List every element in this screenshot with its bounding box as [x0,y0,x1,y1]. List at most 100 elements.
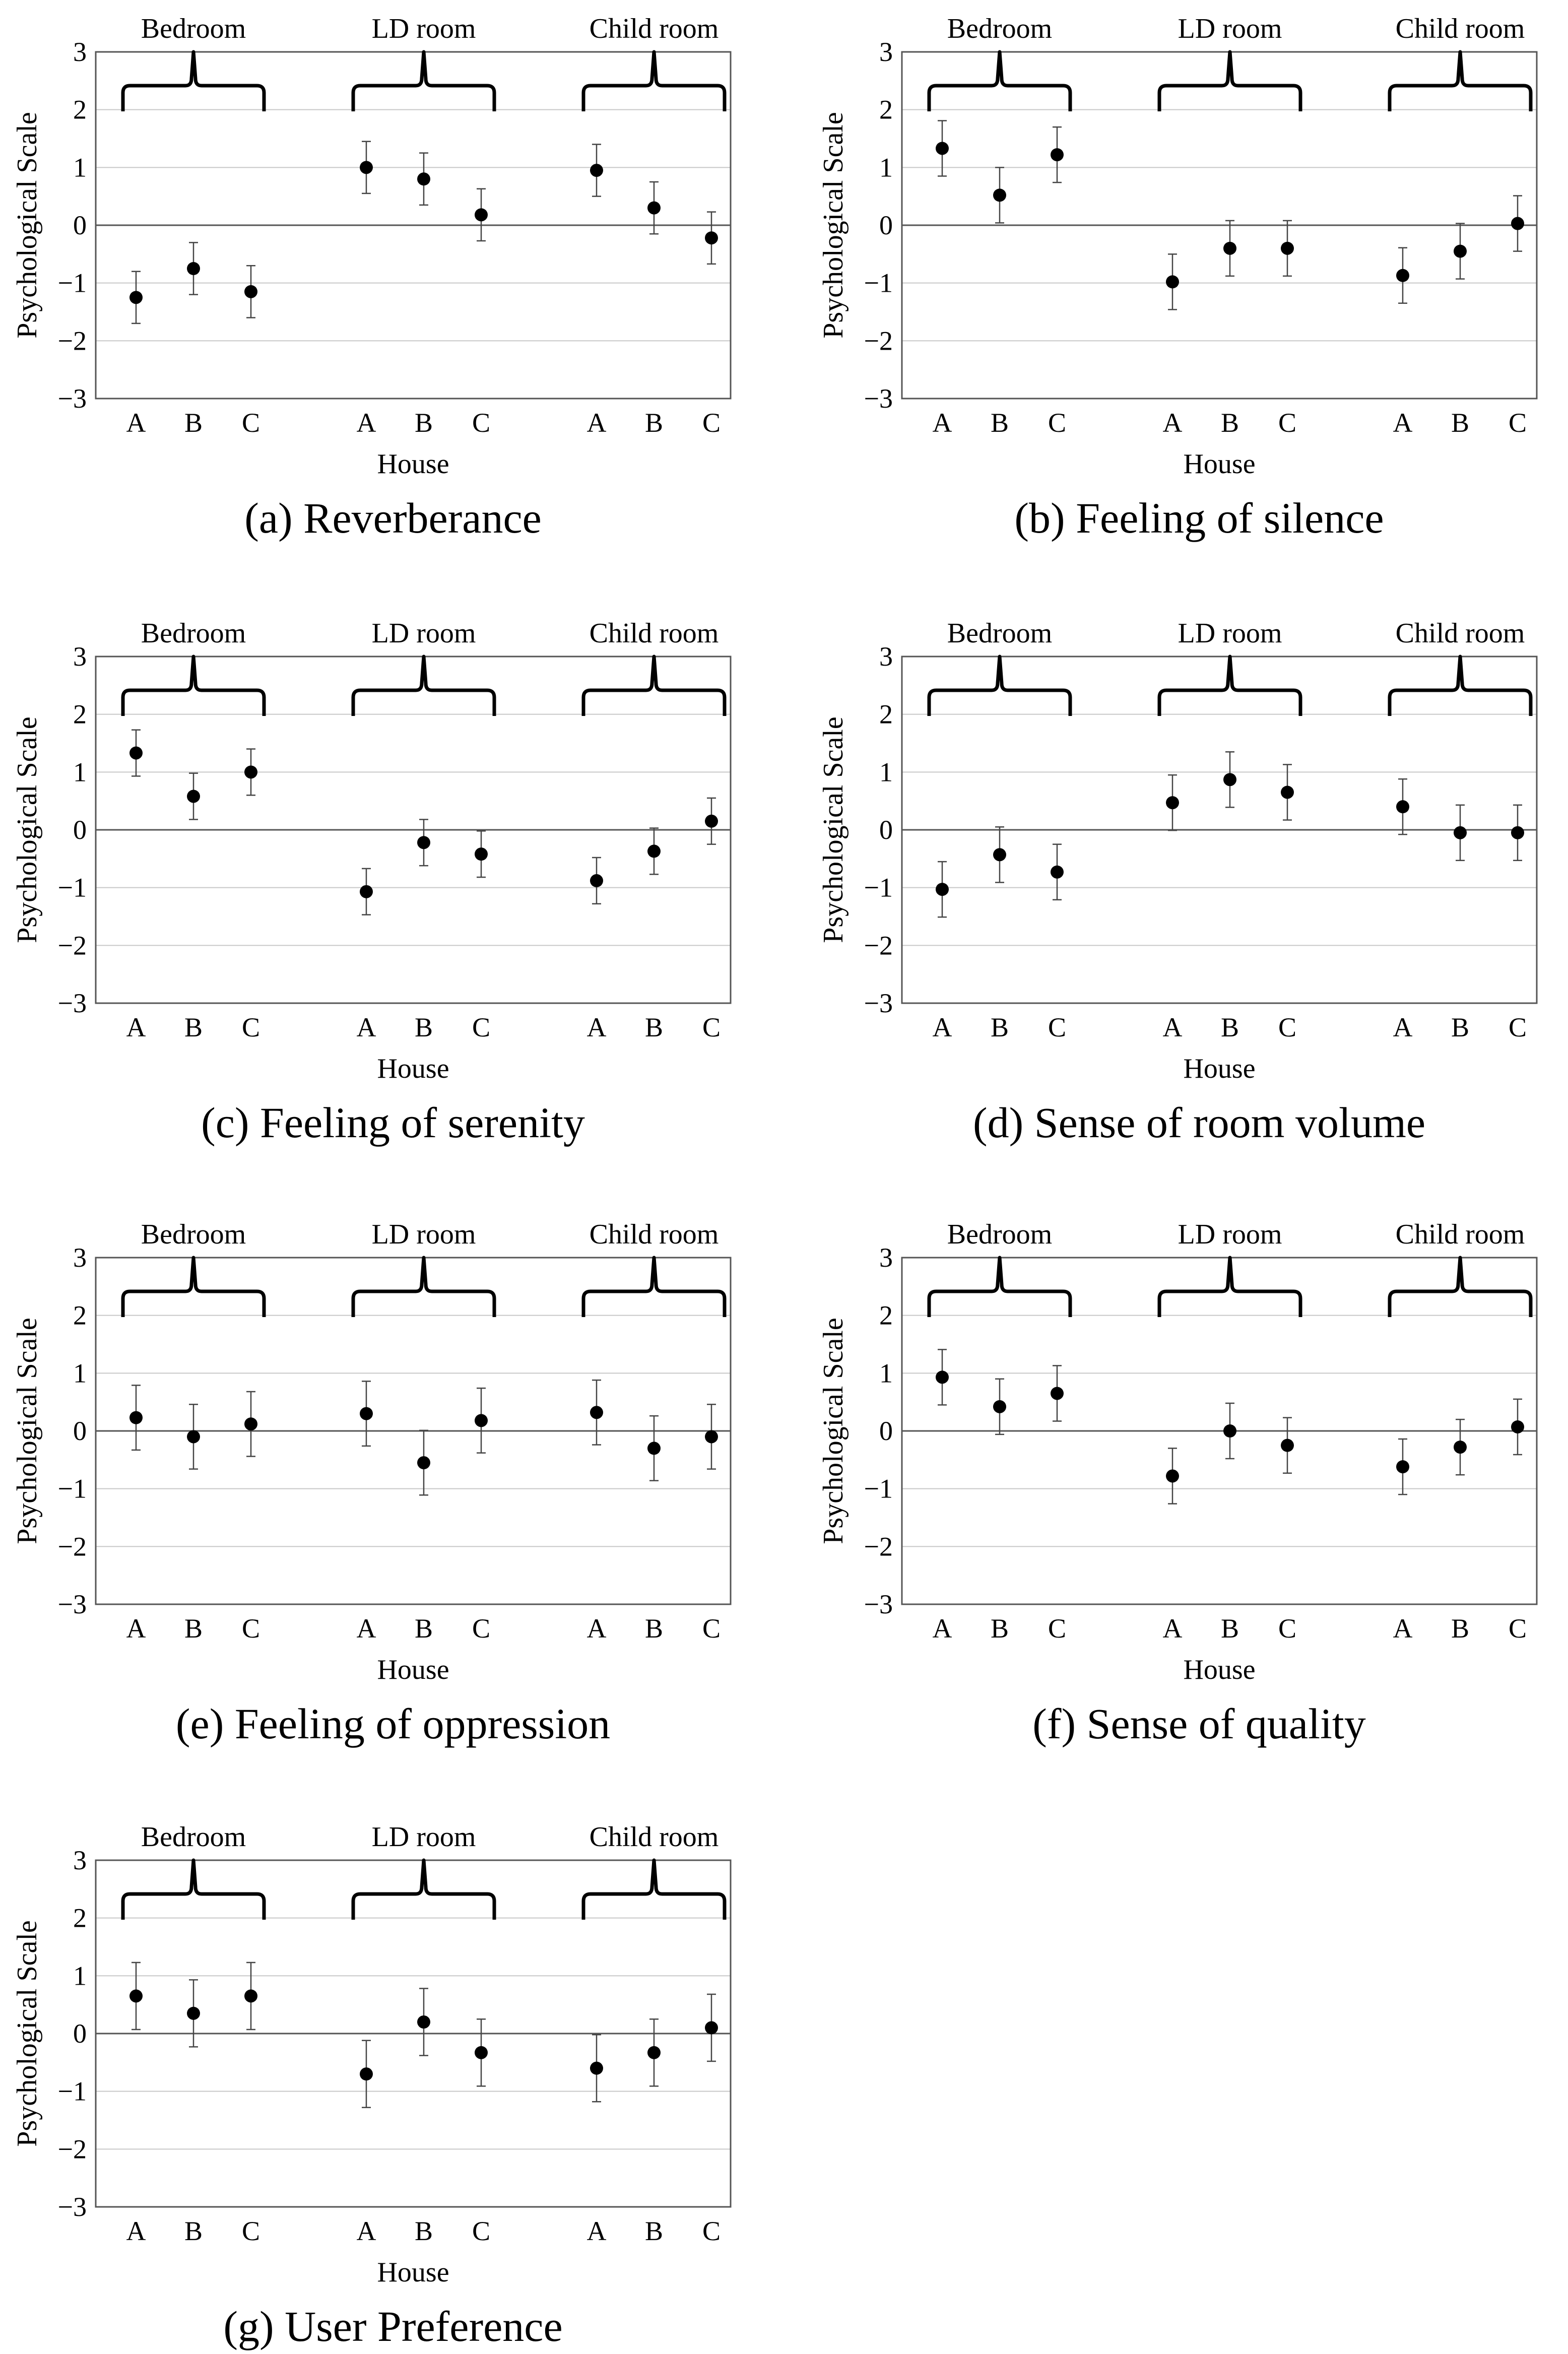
x-axis-title: House [1183,448,1255,480]
y-tick-label: −3 [58,383,87,414]
y-tick-label: 0 [73,2018,87,2049]
data-point [360,885,373,898]
y-tick-label: 0 [879,210,893,240]
x-category-label: A [1163,408,1183,438]
y-tick-label: 0 [73,815,87,845]
y-tick-label: 3 [73,1845,87,1875]
x-category-label: C [1278,1613,1296,1644]
y-tick-label: −1 [58,1474,87,1504]
group-brace [927,1256,1072,1317]
group-brace [121,655,266,716]
chart-caption: (g) User Preference [223,2302,562,2350]
group-brace [581,655,727,716]
x-category-label: A [357,1012,376,1042]
x-axis-title: House [377,448,449,480]
x-category-label: A [357,1613,376,1644]
x-category-label: C [1278,408,1296,438]
data-point [590,164,603,177]
y-tick-label: −3 [58,988,87,1018]
x-category-label: C [702,2216,721,2246]
group-brace [1157,50,1302,111]
x-category-label: C [1509,1613,1527,1644]
x-category-label: C [702,1012,721,1042]
data-point [590,2061,603,2075]
chart-a: 3 2 1 0 −3 −2 −1 Psychological Scale Bedroom A B C L… [12,13,732,542]
x-category-label: A [126,1613,146,1644]
data-point [187,790,200,803]
x-category-label: B [415,1012,433,1042]
data-point [1281,786,1294,799]
data-point [1051,865,1064,879]
x-category-label: A [1163,1012,1183,1042]
group-brace [351,1858,496,1920]
data-point [244,1417,257,1431]
x-category-label: A [933,1012,952,1042]
data-point [475,1414,488,1427]
chart-caption: (e) Feeling of oppression [176,1699,610,1748]
data-point [1166,275,1179,289]
y-tick-label: 1 [73,152,87,182]
x-category-label: A [126,408,146,438]
x-category-label: C [1278,1012,1296,1042]
x-category-label: B [991,1012,1009,1042]
y-tick-label: 2 [73,699,87,730]
group-label: Bedroom [141,1821,246,1853]
group-label: Child room [590,1821,719,1853]
y-tick-label: 3 [879,1243,893,1273]
data-point [1166,796,1179,810]
x-category-label: C [242,1012,260,1042]
y-tick-label: 2 [879,95,893,125]
x-category-label: B [991,1613,1009,1644]
plot-frame [95,51,732,400]
x-category-label: C [1048,1012,1066,1042]
data-point [1223,1424,1236,1437]
data-point [129,1989,143,2003]
group-label: Child room [590,1219,719,1250]
y-tick-label: −2 [58,930,87,960]
data-point [705,2021,718,2035]
data-point [1051,148,1064,162]
group-brace [351,1256,496,1317]
data-point [1511,217,1524,230]
plot-frame [901,51,1538,400]
y-tick-label: 0 [73,210,87,240]
x-category-label: B [184,408,203,438]
chart-d: 3 2 1 0 −3 −2 −1 Psychological Scale Bedroom A B C L… [818,618,1538,1147]
x-category-label: A [126,2216,146,2246]
x-category-label: C [702,408,721,438]
chart-caption: (a) Reverberance [244,494,542,542]
plot-frame [901,656,1538,1004]
y-axis-title: Psychological Scale [12,1318,43,1544]
group-label: Bedroom [947,618,1052,649]
y-tick-label: 1 [879,1358,893,1388]
data-point [417,1456,430,1470]
x-category-label: C [242,408,260,438]
data-point [417,836,430,849]
chart-f: 3 2 1 0 −3 −2 −1 Psychological Scale Bedroom A B C L… [818,1219,1538,1748]
x-category-label: A [126,1012,146,1042]
x-category-label: B [415,2216,433,2246]
data-point [590,874,603,887]
data-point [360,1407,373,1420]
x-category-label: A [933,408,952,438]
chart-g: 3 2 1 0 −3 −2 −1 Psychological Scale Bedroom A B C L… [12,1821,732,2350]
x-category-label: A [1393,1012,1413,1042]
group-brace [1157,1256,1302,1317]
x-category-label: A [587,2216,607,2246]
group-label: Child room [590,13,719,44]
data-point [1511,826,1524,839]
data-point [1223,241,1236,255]
data-point [1454,826,1467,839]
data-point [129,746,143,760]
y-tick-label: −2 [58,2134,87,2164]
group-label: Child room [1396,13,1525,44]
data-point [647,2046,661,2059]
x-axis-title: House [1183,1053,1255,1084]
data-point [417,172,430,186]
group-brace [1388,50,1533,111]
data-point [1454,244,1467,258]
data-point [993,1400,1006,1413]
group-brace [351,655,496,716]
y-tick-label: 2 [73,1300,87,1331]
x-category-label: A [357,408,376,438]
